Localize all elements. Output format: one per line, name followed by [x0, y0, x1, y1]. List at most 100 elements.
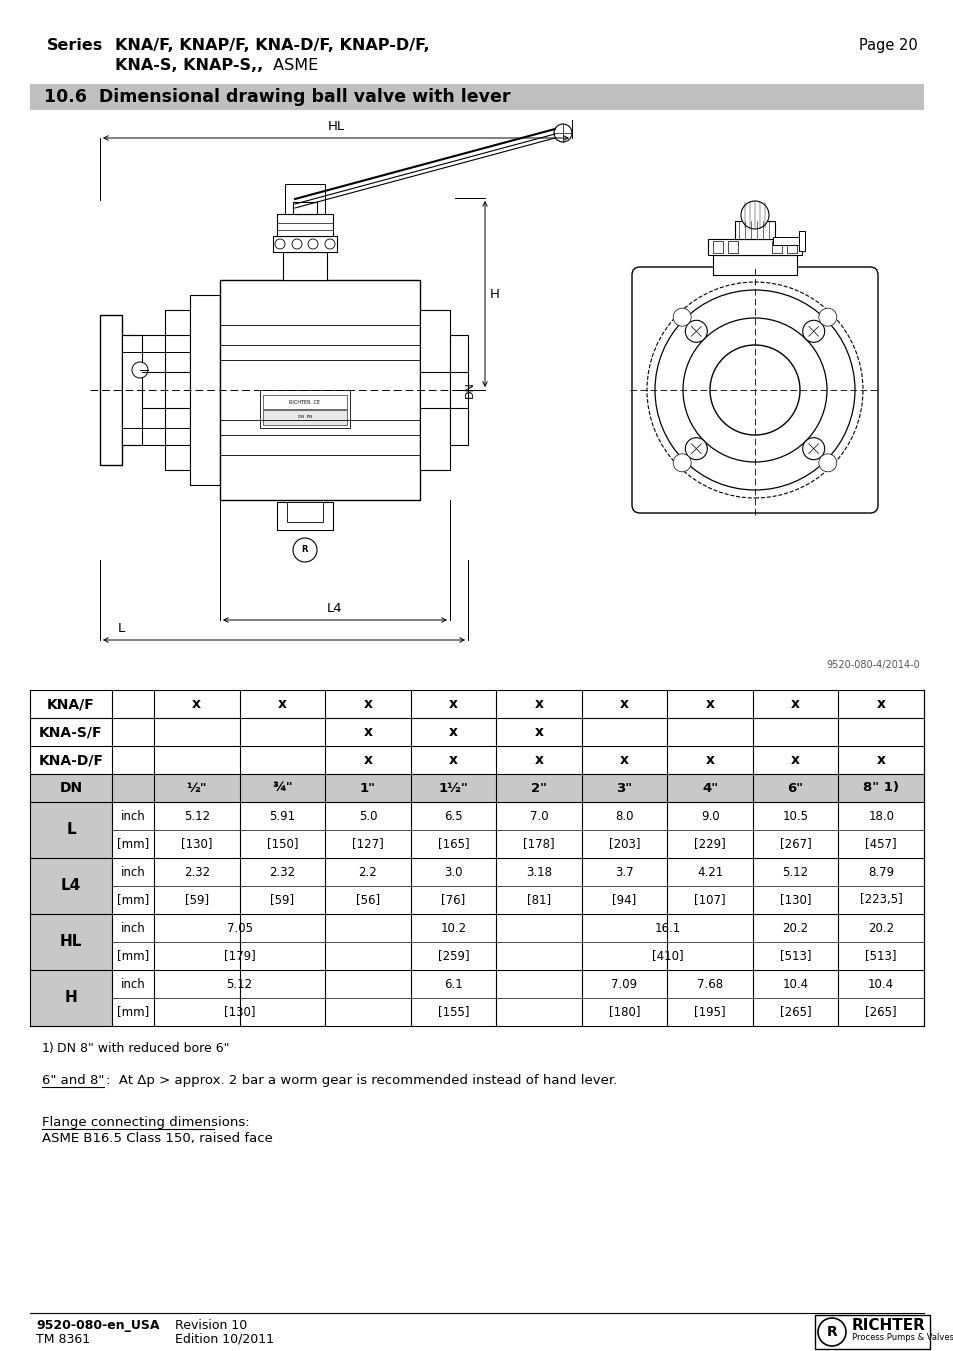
Bar [30, 970, 112, 1025]
Bar [30, 915, 112, 970]
Bar [122, 335, 142, 444]
Circle shape [682, 317, 826, 462]
Text: x: x [790, 753, 800, 767]
Bar [734, 222, 774, 239]
Circle shape [673, 454, 690, 471]
Text: Series: Series [47, 38, 103, 53]
Text: [59]: [59] [270, 893, 294, 907]
Text: 10.5: 10.5 [781, 809, 808, 823]
Bar [707, 239, 801, 255]
Bar [30, 802, 923, 858]
Circle shape [801, 438, 823, 459]
Text: inch: inch [120, 978, 145, 990]
Text: 6": 6" [787, 781, 802, 794]
Text: 10.4: 10.4 [867, 978, 893, 990]
Text: [410]: [410] [651, 950, 682, 962]
Text: 5.12: 5.12 [184, 809, 210, 823]
Text: 10.4: 10.4 [781, 978, 808, 990]
Text: TM 8361: TM 8361 [36, 1333, 90, 1346]
Text: 7.0: 7.0 [529, 809, 548, 823]
Text: [513]: [513] [780, 950, 811, 962]
Text: KNA/F: KNA/F [47, 697, 94, 711]
Text: x: x [449, 725, 457, 739]
Bar [727, 240, 738, 253]
Text: ASME: ASME [268, 58, 318, 73]
Bar [712, 255, 796, 276]
Text: 5.91: 5.91 [269, 809, 295, 823]
Text: [59]: [59] [185, 893, 209, 907]
Text: 3.0: 3.0 [444, 866, 462, 878]
Circle shape [293, 538, 316, 562]
Text: x: x [363, 725, 372, 739]
Bar [285, 184, 325, 213]
Bar [799, 231, 804, 251]
Circle shape [554, 124, 572, 142]
Text: [76]: [76] [441, 893, 465, 907]
Circle shape [132, 362, 148, 378]
FancyBboxPatch shape [631, 267, 877, 513]
Text: x: x [876, 697, 884, 711]
Text: [107]: [107] [694, 893, 725, 907]
Bar [260, 390, 350, 428]
Circle shape [818, 308, 836, 326]
Text: inch: inch [120, 866, 145, 878]
Text: H: H [65, 990, 77, 1005]
Text: ½": ½" [186, 781, 207, 794]
Text: Revision 10: Revision 10 [174, 1319, 247, 1332]
Text: 6" and 8": 6" and 8" [42, 1074, 104, 1088]
Text: Flange connecting dimensions:: Flange connecting dimensions: [42, 1116, 250, 1129]
Bar [293, 203, 316, 213]
Bar [30, 970, 923, 1025]
Text: [195]: [195] [694, 1005, 725, 1019]
Text: [155]: [155] [437, 1005, 469, 1019]
Text: 20.2: 20.2 [781, 921, 808, 935]
Text: x: x [534, 753, 543, 767]
Text: 1): 1) [42, 1042, 54, 1055]
Text: 1½": 1½" [438, 781, 468, 794]
Bar [190, 295, 220, 485]
Text: RICHTER  CE: RICHTER CE [289, 400, 320, 404]
Text: KNA-S, KNAP-S,,: KNA-S, KNAP-S,, [115, 58, 263, 73]
Text: [265]: [265] [779, 1005, 811, 1019]
Text: Edition 10/2011: Edition 10/2011 [174, 1333, 274, 1346]
Text: 3.7: 3.7 [615, 866, 633, 878]
Text: 7.68: 7.68 [697, 978, 722, 990]
Text: 2.32: 2.32 [269, 866, 295, 878]
Text: [265]: [265] [864, 1005, 896, 1019]
Bar [263, 394, 347, 409]
Text: inch: inch [120, 921, 145, 935]
Text: 3.18: 3.18 [525, 866, 552, 878]
Bar [419, 309, 450, 470]
Text: 3": 3" [616, 781, 632, 794]
Text: 18.0: 18.0 [867, 809, 893, 823]
Text: x: x [534, 725, 543, 739]
Bar [814, 1315, 929, 1350]
Text: [56]: [56] [355, 893, 379, 907]
Text: 20.2: 20.2 [867, 921, 893, 935]
Bar [30, 858, 112, 915]
Text: [94]: [94] [612, 893, 636, 907]
Circle shape [709, 345, 800, 435]
Text: 6.5: 6.5 [444, 809, 462, 823]
Circle shape [677, 312, 686, 322]
Bar [30, 84, 923, 109]
Text: 2.2: 2.2 [358, 866, 376, 878]
Text: x: x [534, 697, 543, 711]
Text: 5.0: 5.0 [358, 809, 376, 823]
Text: x: x [449, 697, 457, 711]
Text: x: x [619, 753, 628, 767]
Text: H: H [490, 288, 499, 300]
Text: [mm]: [mm] [117, 1005, 149, 1019]
Text: 10.2: 10.2 [440, 921, 466, 935]
Text: 8" 1): 8" 1) [862, 781, 899, 794]
Text: [mm]: [mm] [117, 950, 149, 962]
Text: [81]: [81] [526, 893, 551, 907]
Text: [259]: [259] [437, 950, 469, 962]
Circle shape [822, 312, 832, 322]
Text: [165]: [165] [437, 838, 469, 851]
Bar [276, 503, 333, 530]
Text: 9.0: 9.0 [700, 809, 719, 823]
Bar [30, 774, 923, 802]
Text: [180]: [180] [608, 1005, 639, 1019]
Text: 2.32: 2.32 [184, 866, 210, 878]
